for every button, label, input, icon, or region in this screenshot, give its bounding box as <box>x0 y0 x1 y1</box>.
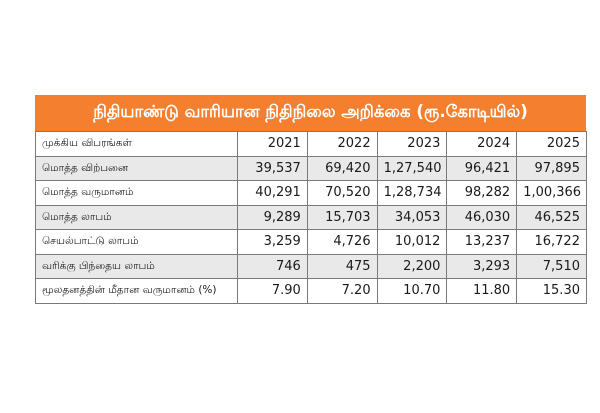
value-cell: 34,053 <box>376 204 448 230</box>
header-year-cell: 2025 <box>516 131 587 157</box>
table-row: மொத்த லாபம் 9,289 15,703 34,053 46,030 4… <box>35 204 587 230</box>
table-row: மொத்த விற்பனை 39,537 69,420 1,27,540 96,… <box>35 155 587 181</box>
header-year-cell: 2022 <box>306 131 378 157</box>
value-cell: 3,293 <box>446 253 518 279</box>
value-cell: 13,237 <box>446 229 518 255</box>
value-cell: 1,00,366 <box>516 180 587 206</box>
table-row: செயல்பாட்டு லாபம் 3,259 4,726 10,012 13,… <box>35 229 587 255</box>
value-cell: 46,525 <box>516 204 587 230</box>
value-cell: 1,27,540 <box>376 155 448 181</box>
table-row: வரிக்கு பிந்தைய லாபம் 746 475 2,200 3,29… <box>35 253 587 279</box>
row-label-cell: மொத்த விற்பனை <box>35 155 238 181</box>
row-label-cell: மூலதனத்தின் மீதான வருமானம் (%) <box>35 278 238 304</box>
value-cell: 96,421 <box>446 155 518 181</box>
value-cell: 97,895 <box>516 155 587 181</box>
header-year-cell: 2021 <box>237 131 308 157</box>
value-cell: 10,012 <box>376 229 448 255</box>
value-cell: 11.80 <box>446 278 518 304</box>
value-cell: 39,537 <box>237 155 308 181</box>
header-year-cell: 2024 <box>446 131 518 157</box>
value-cell: 40,291 <box>237 180 308 206</box>
value-cell: 1,28,734 <box>376 180 448 206</box>
value-cell: 15,703 <box>306 204 378 230</box>
financial-summary-panel: நிதியாண்டு வாரியான நிதிநிலை அறிக்கை (ரூ.… <box>35 95 587 324</box>
value-cell: 10.70 <box>376 278 448 304</box>
value-cell: 3,259 <box>237 229 308 255</box>
value-cell: 4,726 <box>306 229 378 255</box>
row-label-cell: மொத்த லாபம் <box>35 204 238 230</box>
value-cell: 7.20 <box>306 278 378 304</box>
table-title: நிதியாண்டு வாரியான நிதிநிலை அறிக்கை (ரூ.… <box>35 95 586 131</box>
value-cell: 98,282 <box>446 180 518 206</box>
header-year-cell: 2023 <box>376 131 448 157</box>
value-cell: 46,030 <box>446 204 518 230</box>
row-label-cell: வரிக்கு பிந்தைய லாபம் <box>35 253 238 279</box>
value-cell: 7.90 <box>237 278 308 304</box>
value-cell: 16,722 <box>516 229 587 255</box>
value-cell: 746 <box>237 253 308 279</box>
value-cell: 475 <box>306 253 378 279</box>
table-row: மொத்த வருமானம் 40,291 70,520 1,28,734 98… <box>35 180 587 206</box>
value-cell: 2,200 <box>376 253 448 279</box>
row-label-cell: செயல்பாட்டு லாபம் <box>35 229 238 255</box>
table-header-row: முக்கிய விபரங்கள் 2021 2022 2023 2024 20… <box>35 131 587 157</box>
row-label-cell: மொத்த வருமானம் <box>35 180 238 206</box>
financial-table: முக்கிய விபரங்கள் 2021 2022 2023 2024 20… <box>35 131 587 304</box>
value-cell: 15.30 <box>516 278 587 304</box>
value-cell: 70,520 <box>306 180 378 206</box>
value-cell: 69,420 <box>306 155 378 181</box>
value-cell: 7,510 <box>516 253 587 279</box>
table-row: மூலதனத்தின் மீதான வருமானம் (%) 7.90 7.20… <box>35 278 587 304</box>
header-label-cell: முக்கிய விபரங்கள் <box>35 131 238 157</box>
value-cell: 9,289 <box>237 204 308 230</box>
